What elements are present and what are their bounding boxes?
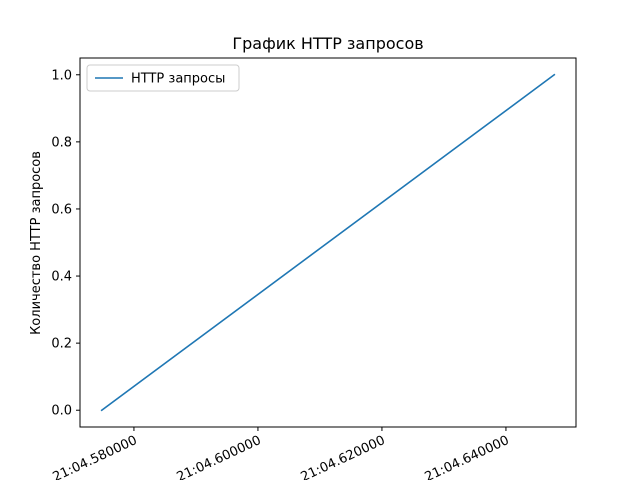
y-tick-label: 0.4 <box>51 270 72 285</box>
y-tick-label: 0.8 <box>51 135 72 150</box>
y-tick-label: 0.6 <box>51 202 72 217</box>
series-layer <box>100 73 556 412</box>
chart-title: График HTTP запросов <box>232 34 423 53</box>
legend-box <box>86 64 240 92</box>
series-line-0 <box>100 73 556 412</box>
y-tick-label: 0.0 <box>51 404 72 419</box>
plot-frame <box>79 57 577 428</box>
y-axis-label: Количество HTTP запросов <box>29 151 44 335</box>
y-tick-label: 0.2 <box>51 337 72 352</box>
y-tick-label: 1.0 <box>51 68 72 83</box>
legend: HTTP запросы <box>86 64 240 92</box>
legend-label: HTTP запросы <box>131 72 225 87</box>
